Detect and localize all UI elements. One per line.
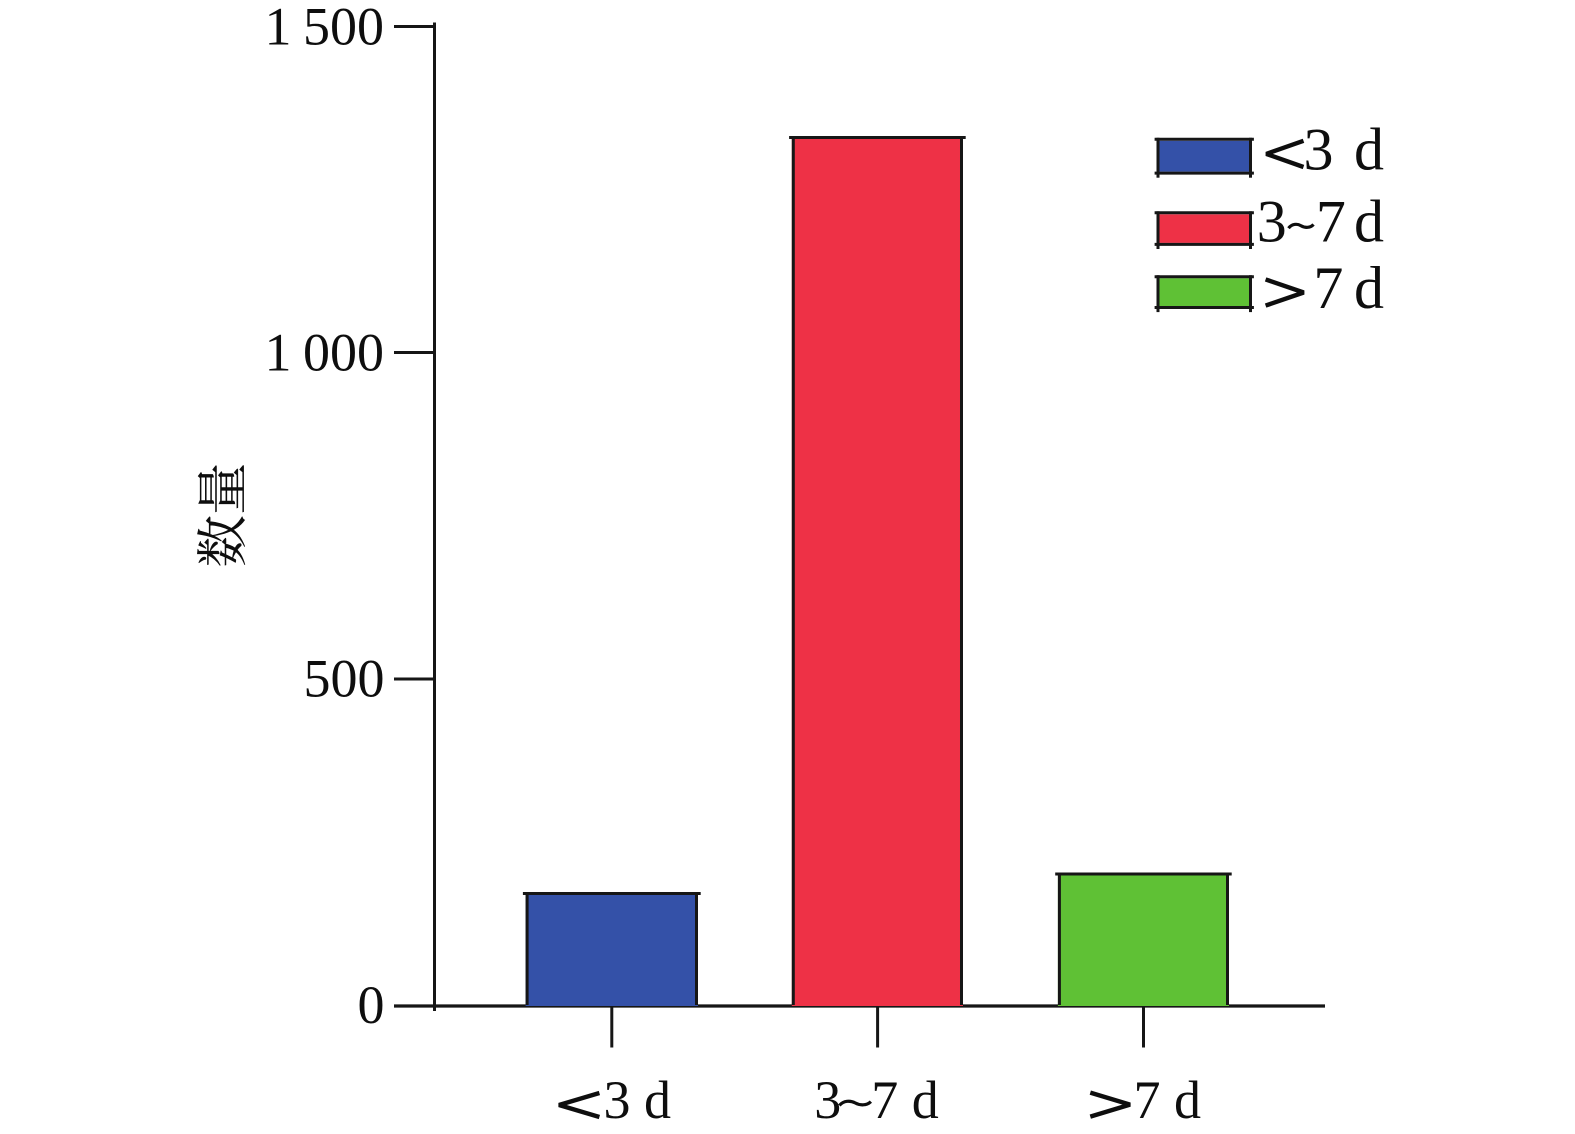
svg-text:3: 3	[814, 1070, 841, 1130]
svg-text:d: d	[1354, 255, 1384, 321]
svg-text:7 d: 7 d	[1134, 1070, 1202, 1130]
svg-text:0: 0	[358, 975, 385, 1035]
svg-text:d: d	[1354, 116, 1384, 182]
svg-text:7: 7	[1313, 255, 1343, 321]
svg-text:d: d	[1354, 188, 1384, 254]
svg-text:1 500: 1 500	[265, 0, 385, 56]
svg-text:3 d: 3 d	[604, 1070, 672, 1130]
svg-text:3: 3	[1257, 188, 1287, 254]
svg-text:7: 7	[1316, 188, 1346, 254]
svg-text:3: 3	[1304, 116, 1334, 182]
svg-text:500: 500	[304, 649, 385, 709]
svg-text:7 d: 7 d	[871, 1070, 939, 1130]
svg-text:1 000: 1 000	[265, 322, 385, 382]
